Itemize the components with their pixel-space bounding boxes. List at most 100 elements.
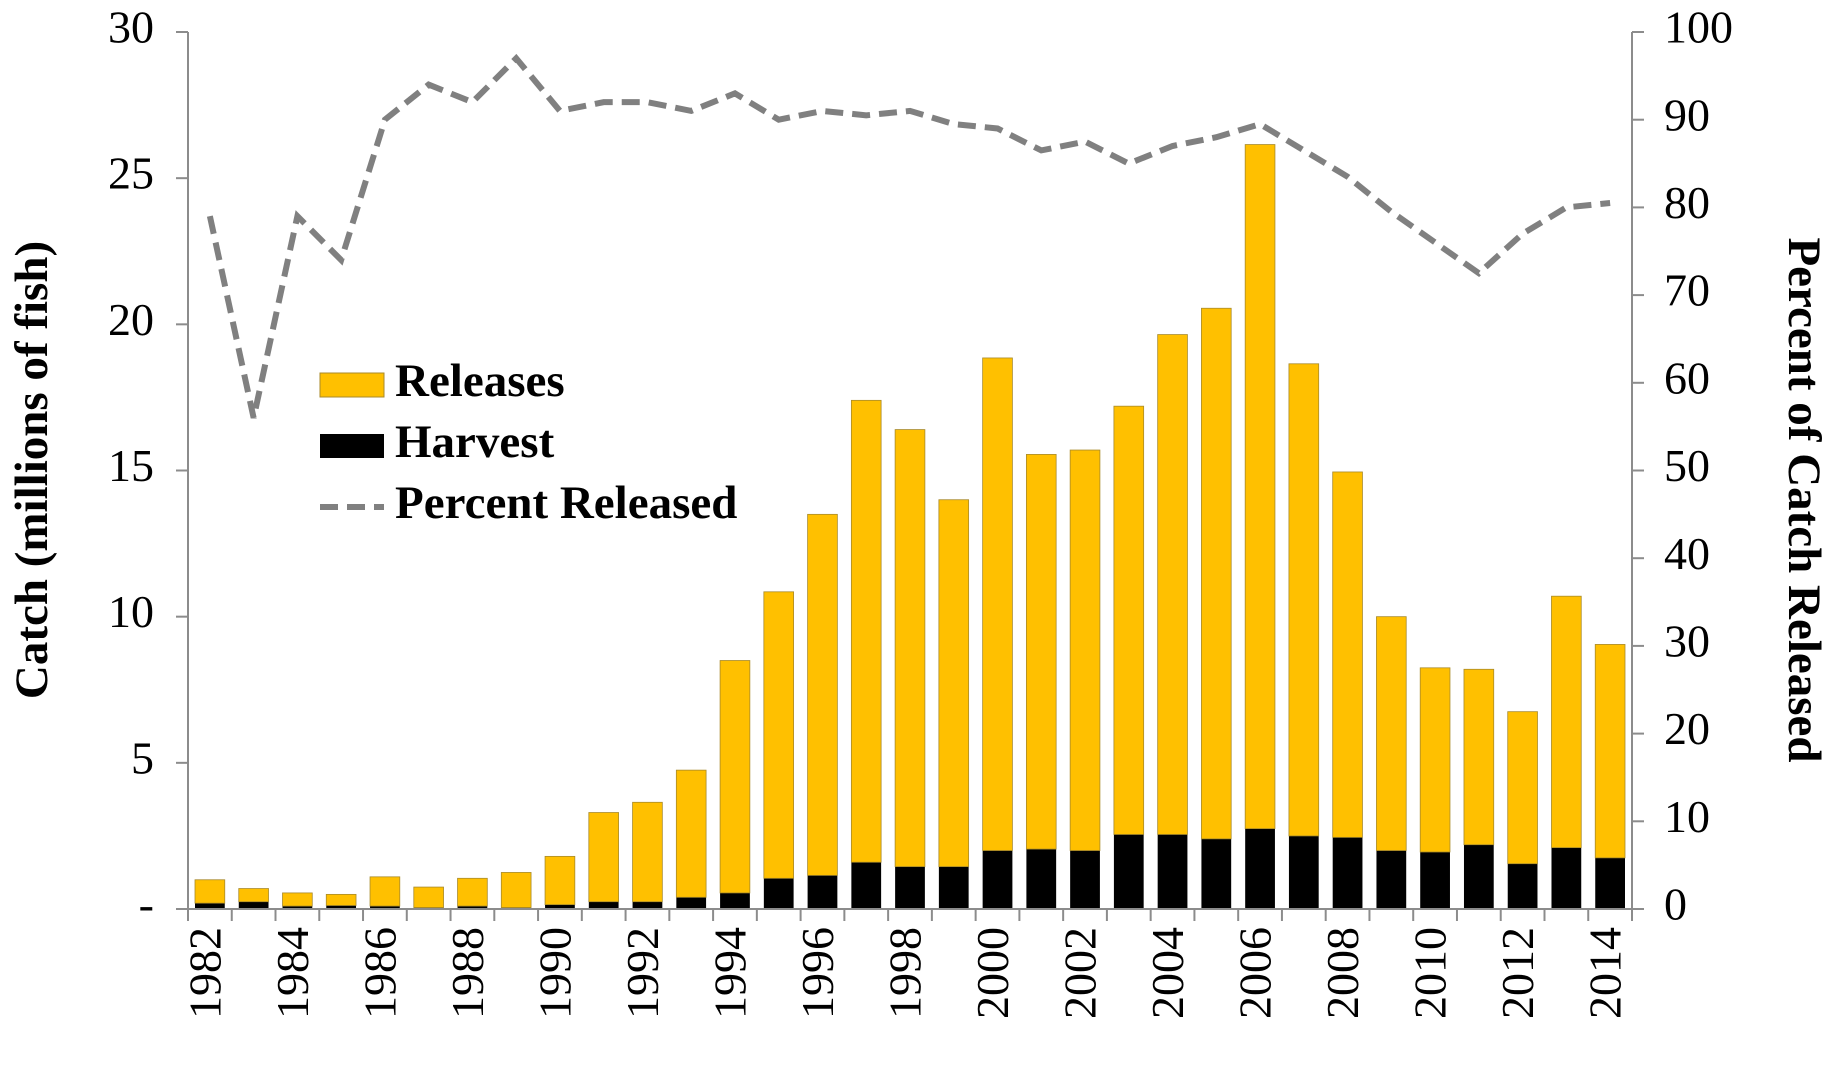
legend-label: Percent Released bbox=[395, 477, 737, 529]
bar bbox=[1157, 334, 1188, 835]
bar bbox=[1069, 449, 1101, 851]
bar bbox=[500, 872, 532, 908]
bar bbox=[1419, 667, 1451, 853]
bar bbox=[195, 903, 225, 909]
bar bbox=[807, 513, 838, 876]
y2-tick-label: 90 bbox=[1664, 89, 1710, 140]
bar bbox=[238, 901, 269, 909]
x-tick-label: 2004 bbox=[1142, 927, 1193, 1019]
bar bbox=[763, 878, 794, 909]
y-tick-label: 15 bbox=[108, 440, 154, 491]
bar bbox=[632, 801, 663, 903]
y2-tick-label: 10 bbox=[1664, 791, 1710, 842]
legend-swatch bbox=[320, 434, 384, 458]
bar bbox=[1376, 850, 1407, 909]
bar bbox=[720, 892, 750, 909]
bar bbox=[282, 892, 313, 907]
x-tick-label: 1998 bbox=[880, 927, 931, 1019]
y2-tick-label: 50 bbox=[1664, 440, 1710, 491]
bar bbox=[1157, 834, 1188, 909]
bar bbox=[1332, 837, 1363, 909]
bar bbox=[1245, 828, 1275, 909]
bar bbox=[1026, 849, 1057, 909]
y2-tick-label: 100 bbox=[1664, 2, 1733, 53]
bar bbox=[1594, 644, 1626, 859]
x-tick-label: 1982 bbox=[179, 927, 230, 1019]
bar bbox=[238, 888, 269, 903]
bar bbox=[545, 904, 575, 909]
y-tick-label: 20 bbox=[108, 294, 154, 345]
x-tick-label: 1984 bbox=[267, 927, 318, 1019]
x-tick-label: 2000 bbox=[967, 927, 1018, 1019]
y2-tick-label: 40 bbox=[1664, 528, 1710, 579]
bar bbox=[194, 879, 226, 904]
bar bbox=[588, 812, 619, 903]
bar bbox=[1463, 668, 1495, 846]
x-tick-label: 2014 bbox=[1580, 927, 1631, 1019]
y-tick-label: - bbox=[139, 879, 154, 930]
bar bbox=[1070, 850, 1100, 909]
bar bbox=[1201, 838, 1232, 909]
y2-tick-label: 30 bbox=[1664, 615, 1710, 666]
bar bbox=[1332, 471, 1363, 838]
bar bbox=[544, 855, 576, 906]
bar bbox=[982, 850, 1013, 909]
bar bbox=[1463, 844, 1494, 909]
bar bbox=[938, 866, 969, 909]
bar bbox=[938, 499, 970, 868]
bar bbox=[807, 875, 838, 909]
x-tick-label: 1992 bbox=[617, 927, 668, 1019]
y2-tick-label: 80 bbox=[1664, 177, 1710, 228]
bar bbox=[851, 862, 882, 909]
bar bbox=[588, 901, 619, 909]
y2-tick-label: 20 bbox=[1664, 703, 1710, 754]
line-series bbox=[206, 53, 1611, 419]
bar bbox=[413, 886, 444, 908]
bar bbox=[326, 905, 357, 909]
y2-tick-label: 0 bbox=[1664, 879, 1687, 930]
bar bbox=[632, 901, 663, 909]
y2-axis-title: Percent of Catch Released bbox=[1778, 237, 1830, 762]
bar bbox=[894, 429, 926, 868]
legend-label: Harvest bbox=[395, 416, 555, 468]
bar bbox=[1025, 454, 1057, 850]
bar bbox=[282, 906, 313, 909]
bar bbox=[457, 877, 488, 907]
bar bbox=[1507, 863, 1538, 909]
y-tick-label: 25 bbox=[108, 148, 154, 199]
bar bbox=[1244, 144, 1276, 830]
legend-swatch bbox=[319, 372, 385, 398]
x-tick-label: 2006 bbox=[1230, 927, 1281, 1019]
bar bbox=[982, 357, 1013, 851]
bar bbox=[763, 591, 795, 879]
bar bbox=[1551, 847, 1582, 909]
y-tick-label: 5 bbox=[131, 732, 154, 783]
bar bbox=[1420, 851, 1450, 909]
y-axis-title: Catch (millions of fish) bbox=[6, 241, 58, 699]
bar bbox=[676, 897, 707, 909]
x-tick-label: 2008 bbox=[1317, 927, 1368, 1019]
y-tick-label: 10 bbox=[108, 586, 154, 637]
bar bbox=[325, 893, 357, 906]
y2-tick-label: 70 bbox=[1664, 265, 1710, 316]
bar bbox=[850, 399, 882, 863]
x-tick-label: 1994 bbox=[705, 927, 756, 1019]
bar bbox=[1288, 835, 1319, 909]
x-tick-label: 2002 bbox=[1055, 927, 1106, 1019]
x-tick-label: 1988 bbox=[442, 927, 493, 1019]
y2-tick-label: 60 bbox=[1664, 352, 1710, 403]
x-tick-label: 2012 bbox=[1492, 927, 1543, 1019]
y-tick-label: 30 bbox=[108, 2, 154, 53]
bar bbox=[369, 876, 401, 907]
bar bbox=[1288, 363, 1320, 837]
legend-label: Releases bbox=[395, 355, 565, 407]
bar bbox=[1595, 857, 1625, 909]
bar bbox=[1201, 307, 1232, 840]
bar bbox=[1376, 616, 1407, 851]
bar bbox=[895, 866, 925, 909]
bar bbox=[719, 660, 751, 894]
x-tick-label: 1990 bbox=[530, 927, 581, 1019]
x-tick-label: 2010 bbox=[1405, 927, 1456, 1019]
bar bbox=[370, 906, 400, 909]
x-tick-label: 1996 bbox=[792, 927, 843, 1019]
